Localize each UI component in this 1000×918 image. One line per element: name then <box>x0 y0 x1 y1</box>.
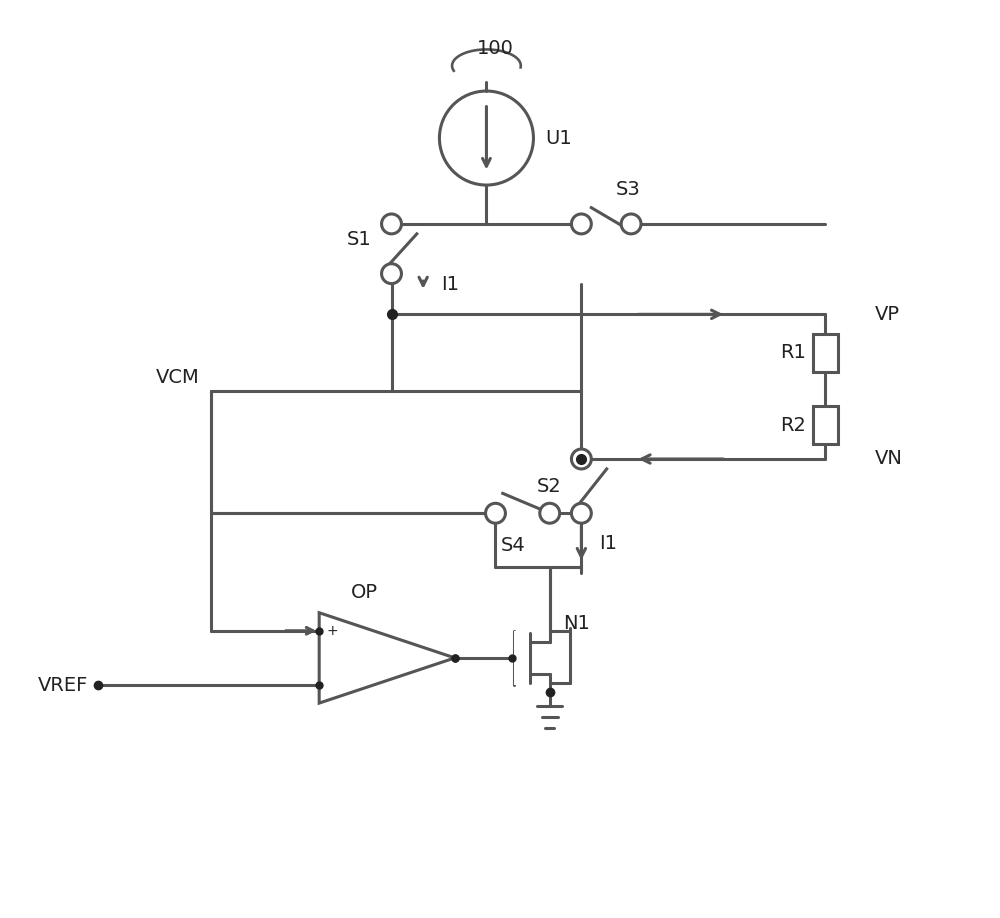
Circle shape <box>486 503 505 523</box>
Circle shape <box>382 214 401 234</box>
Text: U1: U1 <box>545 129 572 148</box>
Bar <box>514 631 529 685</box>
Bar <box>813 334 838 372</box>
Circle shape <box>621 214 641 234</box>
Text: R2: R2 <box>780 416 806 434</box>
Text: VREF: VREF <box>38 676 89 695</box>
Text: VP: VP <box>875 305 900 324</box>
Text: S2: S2 <box>537 476 561 496</box>
Text: R1: R1 <box>780 343 806 363</box>
Text: N1: N1 <box>563 614 590 633</box>
Bar <box>813 406 838 444</box>
Circle shape <box>571 214 591 234</box>
Text: S1: S1 <box>347 230 372 250</box>
Circle shape <box>540 503 560 523</box>
Text: I1: I1 <box>599 533 617 553</box>
Text: S4: S4 <box>501 536 526 554</box>
Text: VN: VN <box>875 450 903 468</box>
Circle shape <box>571 449 591 469</box>
Text: VCM: VCM <box>156 368 200 386</box>
Text: I1: I1 <box>441 275 459 295</box>
Text: 100: 100 <box>477 39 514 58</box>
Text: +: + <box>326 624 338 638</box>
Text: S3: S3 <box>615 180 640 198</box>
Text: OP: OP <box>351 583 378 602</box>
Circle shape <box>382 263 401 284</box>
Circle shape <box>571 503 591 523</box>
